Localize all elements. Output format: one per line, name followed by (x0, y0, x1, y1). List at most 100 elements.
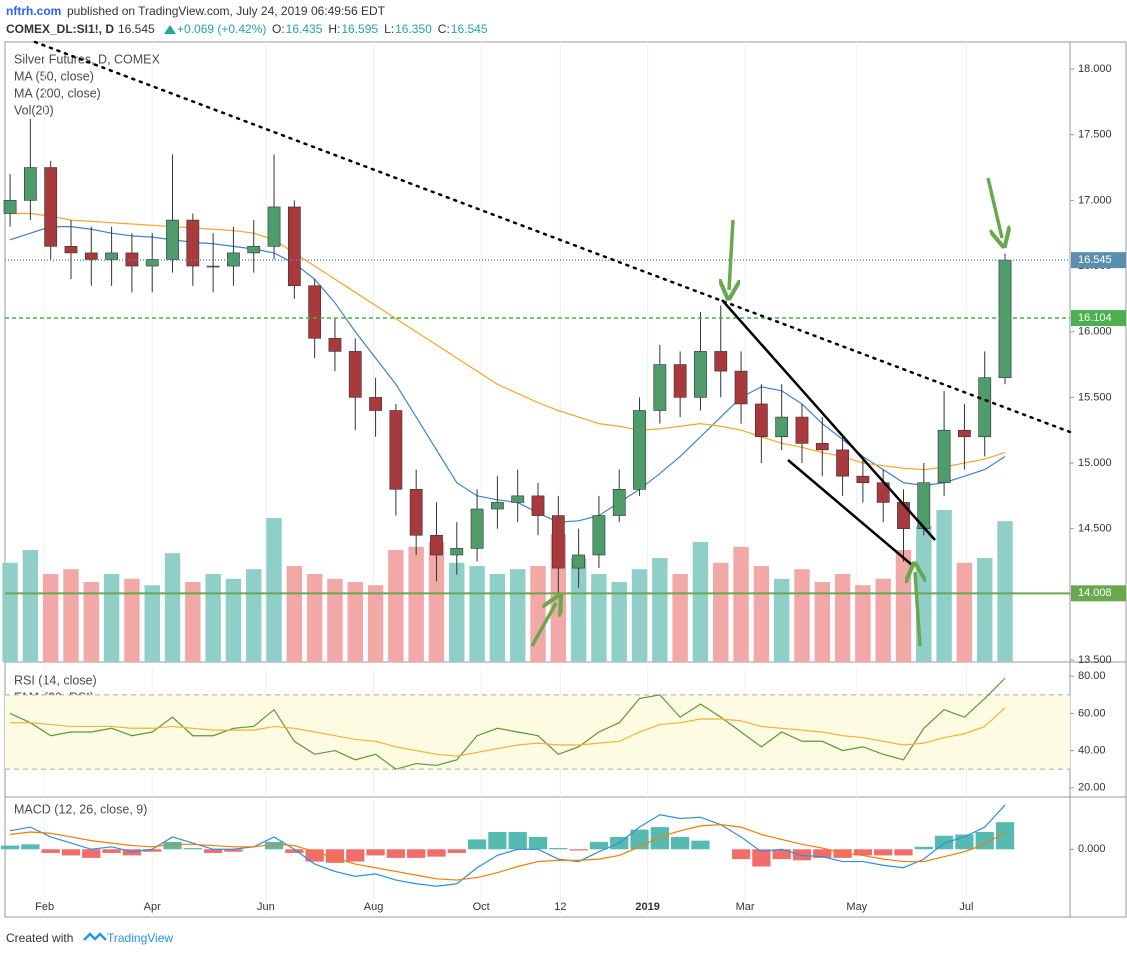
candle-body (633, 410, 646, 490)
candle-body (572, 554, 586, 569)
volume-bar (449, 562, 465, 662)
candle-body (815, 443, 829, 451)
candle-body (44, 167, 58, 247)
volume-bar (631, 569, 648, 662)
line (9, 804, 1006, 887)
candle-body (23, 167, 37, 201)
level-label: 16.104 (1078, 312, 1112, 324)
volume-bar (733, 546, 749, 662)
volume-bar (327, 578, 343, 662)
candle-body (328, 337, 342, 352)
x-tick-label: 2019 (635, 901, 659, 913)
ohlc-value: 16.545 (451, 22, 488, 36)
candle-body (856, 475, 870, 484)
histogram-bar (21, 844, 40, 850)
published: published on TradingView.com, July 24, 2… (67, 4, 386, 18)
candle-body (998, 259, 1012, 378)
legend: RSI (14, close) (14, 673, 97, 687)
level-label: 14.008 (1078, 587, 1112, 599)
publisher[interactable]: nftrh.com (6, 4, 61, 18)
ohlc-label: C: (438, 22, 450, 36)
candle-body (734, 370, 748, 405)
candle-body (673, 364, 687, 398)
histogram-bar (102, 849, 121, 853)
symbol: COMEX_DL:SI1!, D (6, 22, 114, 36)
histogram-bar (975, 832, 994, 850)
candle-body (836, 449, 849, 477)
candle-body (348, 351, 362, 398)
x-tick-label: 12 (554, 901, 566, 913)
candle-body (287, 206, 301, 287)
y-tick-label: 40.00 (1078, 744, 1106, 756)
volume-bar (814, 582, 830, 662)
legend: MACD (12, 26, close, 9) (14, 802, 147, 816)
candle-body (937, 429, 951, 484)
volume-bar (144, 585, 160, 662)
legend: MA (200, close) (14, 86, 101, 100)
y-tick-label: 0.000 (1078, 843, 1106, 855)
volume-bar (936, 510, 952, 662)
volume-bar (124, 578, 140, 662)
histogram-bar (589, 841, 609, 850)
histogram-bar (346, 849, 365, 862)
footer-created: Created with (6, 931, 73, 945)
level-label: 16.545 (1078, 254, 1112, 266)
volume-bar (611, 582, 627, 662)
volume-bar (2, 562, 18, 662)
volume-bar (855, 585, 871, 662)
candle-body (958, 429, 971, 438)
x-tick-label: Oct (473, 901, 490, 913)
x-tick-label: Aug (364, 901, 384, 913)
ohlc-value: 16.350 (395, 22, 432, 36)
y-tick-label: 14.500 (1078, 523, 1112, 535)
histogram-bar (528, 836, 548, 850)
histogram-bar (427, 849, 446, 857)
candle-body (694, 351, 707, 398)
x-tick-label: Jul (959, 901, 973, 913)
volume-bar (692, 542, 709, 662)
line (9, 677, 1006, 770)
candle-body (186, 219, 200, 267)
candle-body (612, 489, 626, 516)
change: +0.069 (+0.42%) (177, 22, 266, 36)
volume-bar (164, 553, 181, 662)
volume-bar (773, 578, 790, 662)
candle-body (511, 495, 525, 503)
volume-bar (834, 574, 851, 662)
histogram-bar (488, 832, 507, 850)
volume-bar (205, 574, 221, 662)
line (10, 707, 1006, 757)
volume-bar (997, 521, 1013, 662)
histogram-bar (407, 849, 426, 858)
volume-bar (22, 550, 39, 662)
volume-bar (225, 578, 242, 662)
level-box (1071, 252, 1126, 269)
ohlc-value: 16.435 (286, 22, 323, 36)
histogram-bar (163, 841, 182, 850)
level-box (1071, 310, 1126, 327)
candle-body (430, 534, 443, 556)
frame (4, 41, 1127, 918)
candle-body (714, 351, 728, 372)
histogram-bar (731, 849, 751, 860)
volume-bar (469, 566, 485, 662)
volume-bar (652, 558, 668, 662)
volume-bar (713, 562, 729, 662)
volume-bar (83, 582, 100, 662)
histogram-bar (224, 849, 243, 852)
y-tick-label: 17.000 (1078, 194, 1112, 206)
histogram-bar (386, 849, 406, 858)
volume-bar (956, 562, 973, 662)
last: 16.545 (118, 22, 155, 36)
y-tick-label: 80.00 (1078, 670, 1106, 682)
histogram-bar (752, 849, 771, 867)
histogram-bar (183, 848, 202, 850)
footer-brand[interactable]: TradingView (107, 931, 173, 945)
y-tick-label: 60.00 (1078, 707, 1106, 719)
histogram-bar (833, 849, 852, 858)
candle-body (267, 206, 281, 247)
histogram-bar (285, 849, 304, 853)
volume-bar (509, 569, 526, 662)
volume-bar (367, 585, 384, 662)
